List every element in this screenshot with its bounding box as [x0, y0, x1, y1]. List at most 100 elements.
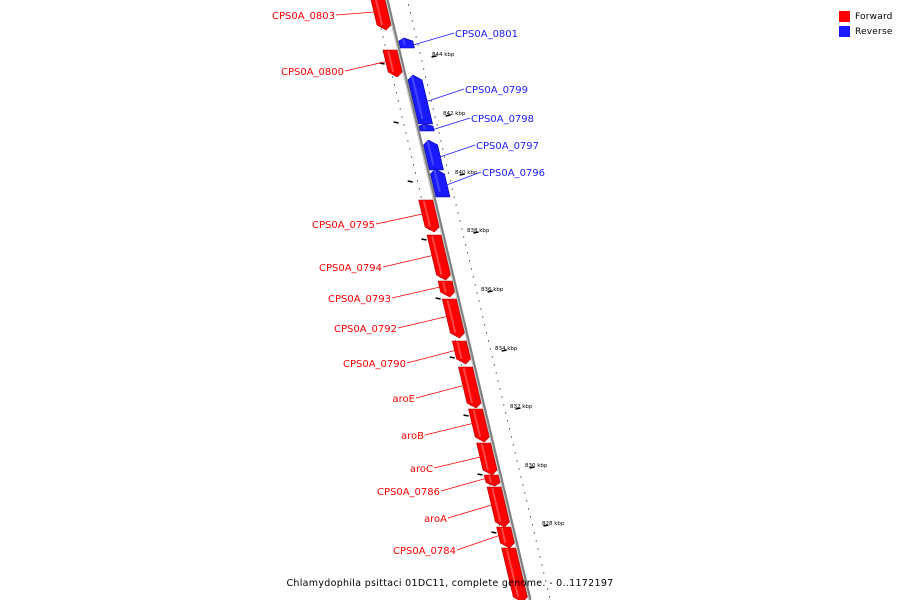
guide-dot — [539, 556, 541, 558]
gene-shading — [375, 0, 383, 26]
kbp-tick-mark — [529, 466, 535, 469]
guide-dot — [382, 36, 384, 38]
guide-dot — [541, 564, 543, 566]
guide-dot — [474, 284, 476, 286]
gene-cps0a-0795[interactable] — [418, 199, 440, 233]
kbp-tick-label: 836 kbp — [481, 287, 504, 293]
guide-dot — [533, 532, 535, 534]
guide-dot — [531, 524, 533, 526]
gene-shading — [480, 443, 489, 471]
gene-label-cps0a-0792: CPS0A_0792 — [334, 324, 397, 335]
guide-dot — [549, 596, 550, 598]
kbp-tick-mark — [407, 180, 413, 183]
gene-aroc[interactable] — [476, 442, 498, 476]
guide-dot — [507, 420, 509, 422]
guide-dot — [486, 332, 488, 334]
gene-shading — [462, 367, 473, 404]
guide-dot — [491, 356, 493, 358]
gene-shading — [472, 409, 482, 438]
guide-dot — [423, 68, 425, 70]
gene-cps0a-0790[interactable] — [451, 340, 471, 365]
gene-shading — [456, 341, 463, 360]
kbp-tick-label: 840 kbp — [455, 170, 478, 176]
guide-dot — [530, 516, 531, 518]
kbp-tick-mark — [473, 231, 479, 234]
gene-cps0a-0793[interactable] — [437, 280, 455, 298]
guide-dot — [432, 108, 434, 110]
kbp-tick-mark — [449, 356, 455, 359]
gene-leader-line — [433, 456, 481, 469]
kbp-tick-label: 844 kbp — [432, 52, 455, 58]
gene-cps0a-0794[interactable] — [426, 234, 451, 281]
reverse-swatch — [839, 26, 850, 37]
kbp-tick-label: 838 kbp — [467, 228, 490, 234]
gene-shading — [446, 299, 457, 334]
gene-leader-line — [433, 117, 471, 130]
guide-dot — [503, 404, 505, 406]
gene-shading — [488, 475, 492, 483]
guide-dot — [436, 124, 438, 126]
guide-dot — [509, 428, 510, 430]
guide-dot — [478, 300, 480, 302]
gene-label-cps0a-0786: CPS0A_0786 — [377, 487, 440, 498]
guide-dot — [440, 140, 442, 142]
gene-leader-line — [397, 316, 447, 329]
genome-caption: Chlamydophila psittaci 01DC11, complete … — [286, 578, 614, 589]
kbp-tick-label: 830 kbp — [525, 463, 548, 469]
gene-leader-line — [413, 32, 455, 46]
gene-cps0a-0786[interactable] — [483, 474, 501, 487]
guide-dot — [399, 108, 401, 110]
kbp-tick-mark — [431, 55, 437, 58]
gene-shading — [433, 169, 441, 193]
guide-dot — [449, 180, 451, 182]
guide-dot — [547, 588, 549, 590]
gene-label-cps0a-0794: CPS0A_0794 — [319, 263, 382, 274]
guide-dot — [384, 44, 386, 46]
guide-dot — [427, 84, 428, 86]
guide-dot — [535, 540, 537, 542]
guide-dot — [418, 188, 420, 190]
gene-leader-line — [391, 286, 440, 299]
legend-reverse: Reverse — [839, 24, 899, 39]
gene-cps0a-0803[interactable] — [370, 0, 392, 31]
gene-cps0a-0801[interactable] — [398, 37, 415, 49]
gene-leader-line — [446, 171, 482, 186]
guide-dot — [411, 156, 413, 158]
gene-labels: CPS0A_0803 CPS0A_0801 CPS0A_0800 CPS0A_0799… — [272, 11, 545, 557]
gene-track — [370, 0, 528, 600]
gene-cps0a-0784[interactable] — [496, 526, 515, 549]
backbone-highlight — [385, 0, 530, 600]
gene-arob[interactable] — [468, 408, 490, 443]
gene-aroa[interactable] — [486, 486, 510, 528]
gene-leader-line — [439, 144, 476, 158]
gene-label-aroa: aroA — [424, 514, 447, 525]
guide-dot — [421, 60, 423, 62]
guide-dot — [428, 92, 430, 94]
gene-label-cps0a-0799: CPS0A_0799 — [465, 85, 528, 96]
guide-dot — [461, 228, 463, 230]
guide-dot — [497, 380, 499, 382]
guide-dot — [522, 484, 524, 486]
guide-dot — [395, 92, 397, 94]
guide-dot — [416, 180, 418, 182]
guide-dot — [451, 188, 453, 190]
gene-shading — [431, 235, 443, 276]
guide-dot — [495, 372, 497, 374]
guide-dot — [520, 476, 522, 478]
guide-dot — [417, 44, 419, 46]
gene-cps0a-0792[interactable] — [441, 298, 465, 339]
guide-dot — [455, 204, 457, 206]
gene-shading — [505, 548, 520, 598]
gene-label-cps0a-0793: CPS0A_0793 — [328, 294, 391, 305]
gene-label-arob: aroB — [401, 431, 424, 442]
guide-dot — [463, 236, 465, 238]
gene-cps0a-0798[interactable] — [418, 123, 435, 132]
gene-cps0a-0800[interactable] — [382, 49, 403, 78]
gene-aroe[interactable] — [458, 366, 482, 409]
guide-dot — [480, 308, 482, 310]
gene-label-cps0a-0801: CPS0A_0801 — [455, 29, 518, 40]
genome-backbone — [385, 0, 532, 600]
guide-dot — [408, 4, 409, 6]
guide-dot — [420, 196, 422, 198]
guide-dot — [528, 508, 530, 510]
